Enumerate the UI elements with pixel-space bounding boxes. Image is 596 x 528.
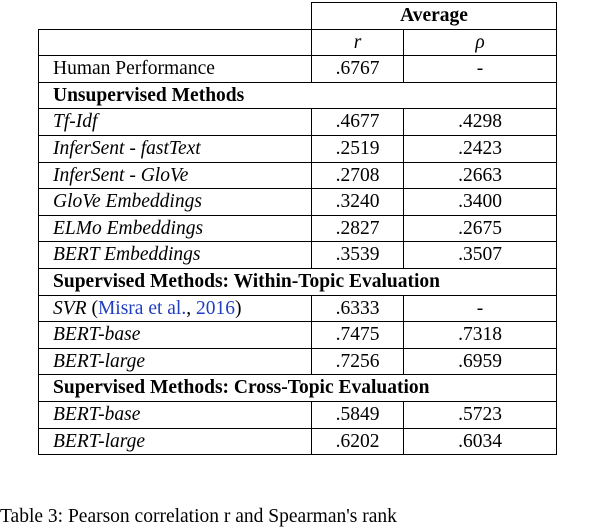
row-r-value: .3240: [311, 188, 404, 216]
row-r-value: .6202: [311, 427, 404, 456]
row-rho-value: -: [403, 55, 557, 83]
header-r: r: [311, 28, 404, 57]
table-row: SVR (Misra et al., 2016) .6333 -: [38, 294, 557, 323]
header-empty-cell: [38, 2, 312, 30]
row-rho-value: .2423: [403, 134, 557, 163]
row-r-value: .2708: [311, 161, 404, 190]
row-label: ELMo Embeddings: [38, 214, 312, 243]
results-table: Average r ρ Human Performance .6767 - Un…: [38, 2, 557, 456]
table-row: InferSent - fastText .2519 .2423: [38, 134, 557, 163]
table-row: BERT-base .5849 .5723: [38, 400, 557, 429]
citation-open: (: [86, 297, 98, 319]
table-row: BERT-large .7256 .6959: [38, 347, 557, 376]
row-rho-value: .2675: [403, 214, 557, 243]
table-row: BERT-large .6202 .6034: [38, 427, 557, 456]
row-r-value: .7475: [311, 321, 404, 349]
section-header-cross-topic: Supervised Methods: Cross-Topic Evaluati…: [38, 374, 557, 402]
row-rho-value: .3507: [403, 241, 557, 269]
table-row: GloVe Embeddings .3240 .3400: [38, 188, 557, 216]
header-empty-cell-2: [38, 28, 312, 57]
header-row-columns: r ρ: [38, 28, 557, 57]
row-r-value: .5849: [311, 400, 404, 429]
row-r-value: .2519: [311, 134, 404, 163]
table-row: BERT-base .7475 .7318: [38, 321, 557, 349]
row-rho-value: .6959: [403, 347, 557, 376]
row-rho-value: -: [403, 294, 557, 323]
section-title: Supervised Methods: Within-Topic Evaluat…: [38, 267, 557, 296]
row-label-with-citation: SVR (Misra et al., 2016): [38, 294, 312, 323]
citation-author-link[interactable]: Misra et al.: [97, 297, 187, 319]
row-rho-value: .5723: [403, 400, 557, 429]
row-label: SVR: [53, 297, 87, 319]
citation-sep: ,: [186, 297, 196, 319]
section-title: Supervised Methods: Cross-Topic Evaluati…: [38, 374, 557, 402]
table-row: ELMo Embeddings .2827 .2675: [38, 214, 557, 243]
table-row: BERT Embeddings .3539 .3507: [38, 241, 557, 269]
row-label: BERT Embeddings: [38, 241, 312, 269]
row-label: BERT-large: [38, 427, 312, 456]
row-r-value: .6333: [311, 294, 404, 323]
row-rho-value: .6034: [403, 427, 557, 456]
row-r-value: .6767: [311, 55, 404, 83]
header-rho: ρ: [403, 28, 557, 57]
row-label: InferSent - GloVe: [38, 161, 312, 190]
row-r-value: .2827: [311, 214, 404, 243]
header-average: Average: [311, 2, 557, 30]
row-label: InferSent - fastText: [38, 134, 312, 163]
row-rho-value: .2663: [403, 161, 557, 190]
table-row-human: Human Performance .6767 -: [38, 55, 557, 83]
section-title: Unsupervised Methods: [38, 81, 557, 110]
row-label: BERT-large: [38, 347, 312, 376]
section-header-unsupervised: Unsupervised Methods: [38, 81, 557, 110]
row-label: GloVe Embeddings: [38, 188, 312, 216]
header-row-group: Average: [38, 2, 557, 30]
row-rho-value: .4298: [403, 108, 557, 136]
row-label: Human Performance: [38, 55, 312, 83]
citation-year-link[interactable]: 2016: [195, 297, 235, 319]
table-row: InferSent - GloVe .2708 .2663: [38, 161, 557, 190]
table-caption: Table 3: Pearson correlation r and Spear…: [0, 506, 397, 527]
row-label: Tf-Idf: [38, 108, 312, 136]
row-rho-value: .7318: [403, 321, 557, 349]
section-header-within-topic: Supervised Methods: Within-Topic Evaluat…: [38, 267, 557, 296]
table-row: Tf-Idf .4677 .4298: [38, 108, 557, 136]
row-r-value: .7256: [311, 347, 404, 376]
row-r-value: .3539: [311, 241, 404, 269]
citation-close: ): [234, 297, 242, 319]
row-label: BERT-base: [38, 400, 312, 429]
row-r-value: .4677: [311, 108, 404, 136]
row-rho-value: .3400: [403, 188, 557, 216]
row-label: BERT-base: [38, 321, 312, 349]
